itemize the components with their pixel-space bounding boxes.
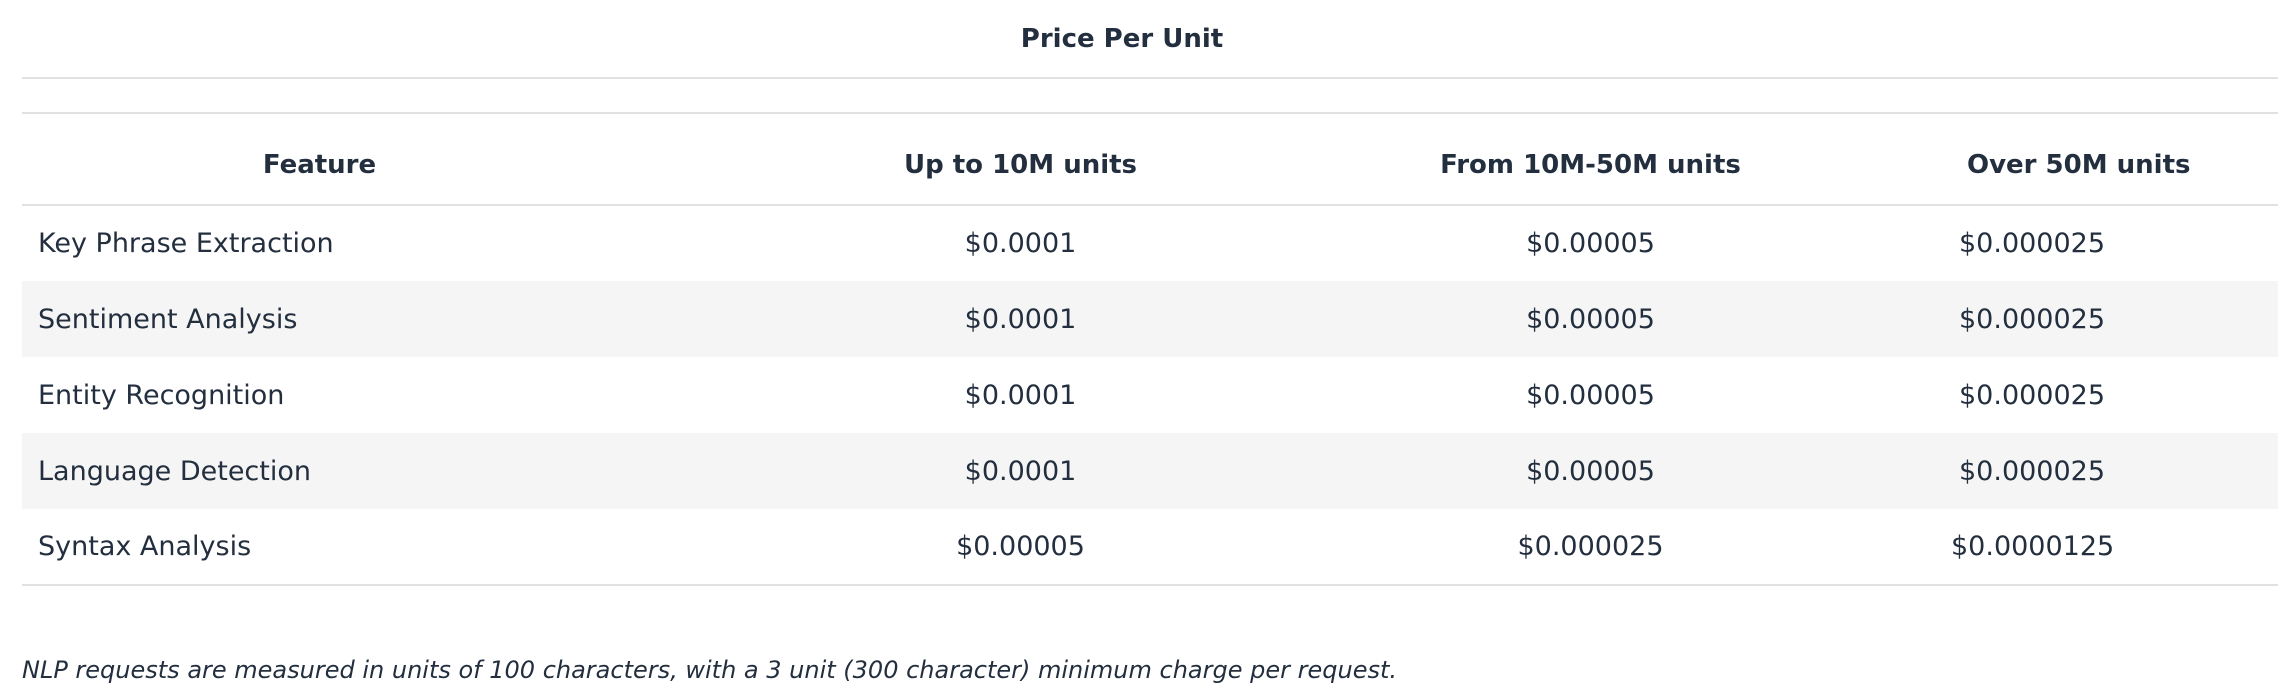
table-row: Entity Recognition $0.0001 $0.00005 $0.0… bbox=[22, 357, 2278, 433]
caption-divider bbox=[22, 79, 2278, 114]
price-cell-tier-2: $0.00005 bbox=[1526, 228, 1655, 259]
price-cell-tier-1: $0.0001 bbox=[747, 281, 1294, 357]
column-header-tier-3: Over 50M units bbox=[1887, 114, 2278, 206]
table-caption: Price Per Unit bbox=[22, 0, 2278, 79]
feature-cell: Syntax Analysis bbox=[22, 509, 747, 586]
price-cell-tier-3: $0.000025 bbox=[1959, 228, 2106, 259]
feature-cell: Language Detection bbox=[22, 433, 747, 509]
table-row: Key Phrase Extraction $0.0001 $0.00005 $… bbox=[22, 205, 2278, 281]
price-cell-tier-2: $0.00005 bbox=[1294, 281, 1887, 357]
feature-cell: Entity Recognition bbox=[38, 379, 285, 411]
price-cell-tier-2: $0.00005 bbox=[1526, 379, 1655, 411]
price-cell-tier-3: $0.000025 bbox=[1887, 281, 2278, 357]
column-header-tier-1: Up to 10M units bbox=[747, 114, 1294, 206]
price-cell-tier-3: $0.000025 bbox=[1887, 433, 2278, 509]
price-cell-tier-1: $0.0001 bbox=[964, 228, 1077, 259]
price-cell-tier-2: $0.00005 bbox=[1294, 433, 1887, 509]
pricing-table: Feature Up to 10M units From 10M-50M uni… bbox=[22, 114, 2278, 586]
price-cell-tier-1: $0.0001 bbox=[747, 433, 1294, 509]
header-row: Feature Up to 10M units From 10M-50M uni… bbox=[22, 114, 2278, 206]
price-cell-tier-3: $0.0000125 bbox=[1887, 509, 2278, 586]
feature-cell: Key Phrase Extraction bbox=[38, 228, 334, 259]
pricing-footnote: NLP requests are measured in units of 10… bbox=[22, 656, 1398, 684]
feature-cell: Sentiment Analysis bbox=[22, 281, 747, 357]
price-cell-tier-1: $0.00005 bbox=[747, 509, 1294, 586]
column-header-feature: Feature bbox=[22, 114, 747, 206]
pricing-section: Price Per Unit Feature Up to 10M units F… bbox=[22, 0, 2278, 698]
price-cell-tier-3: $0.000025 bbox=[1959, 379, 2106, 411]
price-cell-tier-2: $0.000025 bbox=[1294, 509, 1887, 586]
table-row: Language Detection $0.0001 $0.00005 $0.0… bbox=[22, 433, 2278, 509]
table-row: Sentiment Analysis $0.0001 $0.00005 $0.0… bbox=[22, 281, 2278, 357]
price-cell-tier-1: $0.0001 bbox=[964, 379, 1077, 411]
column-header-tier-2: From 10M-50M units bbox=[1294, 114, 1887, 206]
table-row: Syntax Analysis $0.00005 $0.000025 $0.00… bbox=[22, 509, 2278, 586]
